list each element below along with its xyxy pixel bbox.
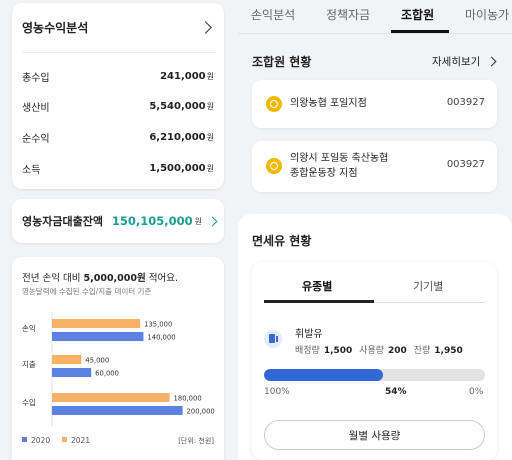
income-row-unit: 원 <box>206 133 214 142</box>
chevron-right-icon <box>486 56 497 67</box>
tabs-divider <box>238 33 512 34</box>
tab-my-farm[interactable]: 마이농가 <box>465 8 510 22</box>
fuel-pump-icon <box>264 330 282 348</box>
category-label: 손익 <box>22 323 36 333</box>
income-row-earnings: 소득 1,500,000원 <box>22 161 214 176</box>
loan-balance-title: 영농자금대출잔액 <box>22 215 103 228</box>
income-analysis-card[interactable]: 영농수익분석 총수입 241,000원 생산비 5,540,000원 순수익 6… <box>12 3 224 189</box>
legend-label: 2021 <box>71 436 90 445</box>
loan-balance-unit: 원 <box>194 216 202 226</box>
chevron-right-icon[interactable] <box>207 216 218 226</box>
income-row-label: 소득 <box>22 165 41 176</box>
income-row-value: 5,540,000 <box>149 101 206 112</box>
chevron-right-icon[interactable] <box>199 21 212 34</box>
loan-balance-card[interactable]: 영농자금대출잔액 150,105,000 원 <box>12 199 224 243</box>
income-row-net: 순수익 6,210,000원 <box>22 130 214 145</box>
coin-icon <box>266 96 282 112</box>
bar-2020-2 <box>52 406 183 415</box>
coop-item-name-line2: 종합운동장 지점 <box>290 168 358 179</box>
income-row-value: 241,000 <box>160 71 206 82</box>
income-row-value: 6,210,000 <box>149 132 206 143</box>
income-row-total: 총수입 241,000원 <box>22 69 214 84</box>
active-tab-indicator <box>391 30 449 33</box>
pct-label-max: 100% <box>264 387 290 397</box>
bar-2021-2 <box>52 393 170 402</box>
data-label: 135,000 <box>144 321 172 329</box>
bar-2021-0 <box>52 319 141 328</box>
tab-income-analysis[interactable]: 손익분석 <box>251 8 296 22</box>
pct-label-current: 54% <box>385 387 407 397</box>
coop-item[interactable]: 의왕농협 포일지점 003927 <box>252 80 497 128</box>
monthly-usage-button[interactable]: 월별 사용량 <box>264 420 485 450</box>
fuel-progress-fill <box>264 369 384 381</box>
fuel-type-name: 휘발유 <box>295 329 323 340</box>
chart-subtitle: 영농달력에 수집된 수입/지출 데이터 기준 <box>22 287 152 296</box>
fuel-active-tab-indicator <box>264 300 374 303</box>
income-row-cost: 생산비 5,540,000원 <box>22 99 214 114</box>
chart-summary: 전년 손익 대비 5,000,000원 적어요. <box>22 270 178 284</box>
chart-summary-suffix: 적어요. <box>145 273 178 284</box>
income-row-label: 생산비 <box>22 103 50 114</box>
coop-item-name: 의왕농협 포일지점 <box>290 98 367 109</box>
fuel-used-value: 200 <box>388 346 407 356</box>
income-row-label: 총수입 <box>22 73 50 84</box>
data-label: 140,000 <box>147 334 175 342</box>
bar-2020-1 <box>52 368 92 377</box>
coop-item-code: 003927 <box>446 97 485 108</box>
loan-balance-value: 150,105,000 <box>111 214 193 228</box>
data-label: 180,000 <box>174 395 202 403</box>
legend-swatch <box>62 437 67 442</box>
income-analysis-header[interactable]: 영농수익분석 <box>22 3 216 53</box>
tab-policy-fund[interactable]: 정책자금 <box>326 8 371 22</box>
coop-item-code: 003927 <box>446 159 485 170</box>
unit-note: [단위: 천원] <box>178 436 214 445</box>
category-label: 지출 <box>22 359 36 369</box>
fuel-tab-by-type[interactable]: 유종별 <box>302 280 333 293</box>
fuel-tab-by-device[interactable]: 기기별 <box>413 280 444 293</box>
fuel-tabs-divider <box>264 302 485 303</box>
income-row-unit: 원 <box>206 102 214 111</box>
pct-label-min: 0% <box>469 387 484 397</box>
fuel-used-label: 사용량 <box>359 346 385 356</box>
fuel-remain-value: 1,950 <box>434 346 463 356</box>
income-row-label: 순수익 <box>22 134 50 145</box>
income-row-value: 1,500,000 <box>149 163 206 174</box>
fuel-allot-label: 배정량 <box>295 346 320 356</box>
fuel-stats: 배정량 1,500 사용량 200 잔량 1,950 <box>295 343 467 356</box>
bar-chart: 손익 135,000 140,000 지출 45,000 60,000 수입 180,000 2… <box>22 312 215 445</box>
data-label: 45,000 <box>85 357 109 365</box>
bar-2020-0 <box>52 332 144 341</box>
legend-label: 2020 <box>31 436 50 445</box>
coop-section-title: 조합원 현황 <box>252 55 312 69</box>
chart-summary-amount: 5,000,000원 <box>83 273 146 284</box>
fuel-allot-value: 1,500 <box>323 346 353 356</box>
income-comparison-chart-card: 전년 손익 대비 5,000,000원 적어요. 영농달력에 수집된 수입/지출… <box>12 257 224 460</box>
income-row-unit: 원 <box>206 72 214 81</box>
chart-summary-prefix: 전년 손익 대비 <box>22 273 84 284</box>
coop-more-label: 자세히보기 <box>432 56 481 68</box>
data-label: 60,000 <box>95 370 119 378</box>
bar-2021-1 <box>52 355 82 364</box>
fuel-progress-bar <box>264 369 485 381</box>
coop-item-name-line1: 의왕시 포일동 축산농협 <box>290 153 389 164</box>
legend-swatch <box>22 437 27 442</box>
income-row-unit: 원 <box>206 164 214 173</box>
fuel-remain-label: 잔량 <box>413 346 431 356</box>
tab-members[interactable]: 조합원 <box>401 8 435 22</box>
fuel-section-title: 면세유 현황 <box>252 234 312 248</box>
data-label: 200,000 <box>187 408 215 416</box>
coin-icon <box>266 158 282 174</box>
coop-more-link[interactable]: 자세히보기 <box>432 54 497 69</box>
income-analysis-title: 영농수익분석 <box>22 21 89 35</box>
category-label: 수입 <box>22 398 36 407</box>
